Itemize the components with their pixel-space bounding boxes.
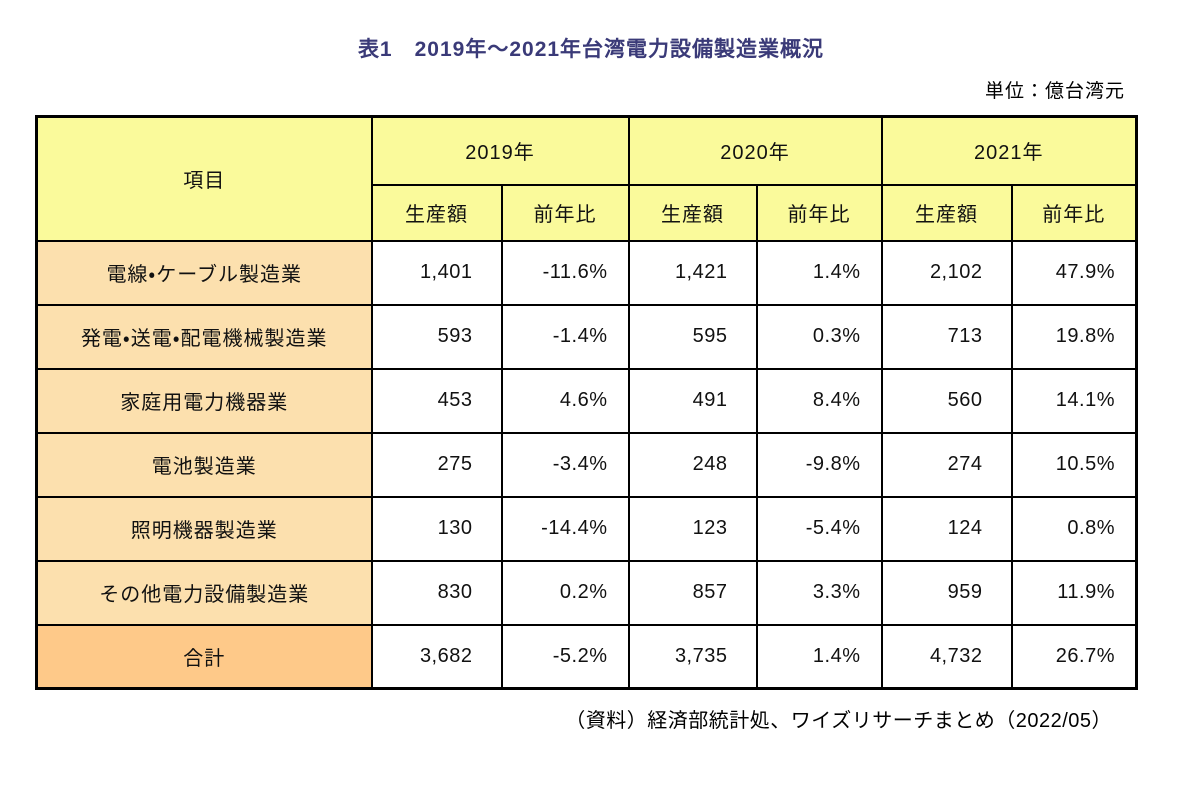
cell-value: -11.6% (500, 239, 630, 306)
cell-value: 959 (880, 559, 1013, 626)
column-header-2019: 2019年 (370, 115, 630, 186)
cell-value: 3,682 (370, 623, 503, 690)
cell-value: 47.9% (1010, 239, 1138, 306)
cell-value: 0.3% (755, 303, 883, 370)
cell-value: 491 (627, 367, 758, 434)
cell-value: 713 (880, 303, 1013, 370)
table-row: その他電力設備製造業 830 0.2% 857 3.3% 959 11.9% (35, 559, 1138, 626)
cell-value: 14.1% (1010, 367, 1138, 434)
cell-value: 10.5% (1010, 431, 1138, 498)
cell-value: 830 (370, 559, 503, 626)
cell-value: 19.8% (1010, 303, 1138, 370)
cell-value: 595 (627, 303, 758, 370)
unit-note: 単位：億台湾元 (984, 81, 1125, 102)
table-row: 発電・送電・配電機械製造業 593 -1.4% 595 0.3% 713 19.… (35, 303, 1138, 370)
header-sub-row: 生産額 前年比 生産額 前年比 生産額 前年比 (37, 183, 1138, 242)
cell-value: 124 (880, 495, 1013, 562)
cell-value: 4.6% (500, 367, 630, 434)
cell-value: -5.2% (500, 623, 630, 690)
cell-value: 26.7% (1010, 623, 1138, 690)
cell-value: -14.4% (500, 495, 630, 562)
cell-value: -3.4% (500, 431, 630, 498)
table-row: 家庭用電力機器業 453 4.6% 491 8.4% 560 14.1% (35, 367, 1138, 434)
cell-value: 274 (880, 431, 1013, 498)
table-row-total: 合計 3,682 -5.2% 3,735 1.4% 4,732 26.7% (35, 623, 1138, 690)
subheader-production-2020: 生産額 (627, 183, 758, 242)
cell-value: 1.4% (755, 623, 883, 690)
cell-value: 3,735 (627, 623, 758, 690)
table-row: 照明機器製造業 130 -14.4% 123 -5.4% 124 0.8% (35, 495, 1138, 562)
cell-value: 3.3% (755, 559, 883, 626)
subheader-production-2021: 生産額 (880, 183, 1013, 242)
cell-value: 11.9% (1010, 559, 1138, 626)
subheader-yoy-2019: 前年比 (500, 183, 630, 242)
subheader-yoy-2021: 前年比 (1010, 183, 1138, 242)
subheader-yoy-2020: 前年比 (755, 183, 883, 242)
subheader-production-2019: 生産額 (370, 183, 503, 242)
cell-value: 0.2% (500, 559, 630, 626)
cell-value: 130 (370, 495, 503, 562)
cell-value: -5.4% (755, 495, 883, 562)
cell-value: 8.4% (755, 367, 883, 434)
row-label: 家庭用電力機器業 (35, 367, 373, 434)
table-row: 電池製造業 275 -3.4% 248 -9.8% 274 10.5% (35, 431, 1138, 498)
cell-value: 453 (370, 367, 503, 434)
row-label-total: 合計 (35, 623, 373, 690)
row-label: 発電・送電・配電機械製造業 (35, 303, 373, 370)
column-header-2021: 2021年 (880, 115, 1138, 186)
column-header-2020: 2020年 (627, 115, 883, 186)
cell-value: 0.8% (1010, 495, 1138, 562)
source-note: （資料）経済部統計処、ワイズリサーチまとめ（2022/05） (565, 710, 1112, 732)
table-row: 電線・ケーブル製造業 1,401 -11.6% 1,421 1.4% 2,102… (35, 239, 1138, 306)
cell-value: 857 (627, 559, 758, 626)
cell-value: 1.4% (755, 239, 883, 306)
cell-value: 248 (627, 431, 758, 498)
cell-value: 560 (880, 367, 1013, 434)
cell-value: 275 (370, 431, 503, 498)
page-title: 表1 2019年〜2021年台湾電力設備製造業概況 (357, 38, 825, 61)
cell-value: 1,421 (627, 239, 758, 306)
row-label: その他電力設備製造業 (35, 559, 373, 626)
cell-value: 4,732 (880, 623, 1013, 690)
row-label: 照明機器製造業 (35, 495, 373, 562)
cell-value: -1.4% (500, 303, 630, 370)
production-summary-table: 項目 2019年 2020年 2021年 生産額 前年比 生産額 前年比 生産額… (35, 115, 1138, 690)
cell-value: 123 (627, 495, 758, 562)
row-label: 電池製造業 (35, 431, 373, 498)
column-header-item: 項目 (35, 115, 373, 242)
cell-value: 2,102 (880, 239, 1013, 306)
cell-value: -9.8% (755, 431, 883, 498)
header-year-row: 項目 2019年 2020年 2021年 (35, 115, 1138, 242)
row-label: 電線・ケーブル製造業 (35, 239, 373, 306)
cell-value: 593 (370, 303, 503, 370)
cell-value: 1,401 (370, 239, 503, 306)
